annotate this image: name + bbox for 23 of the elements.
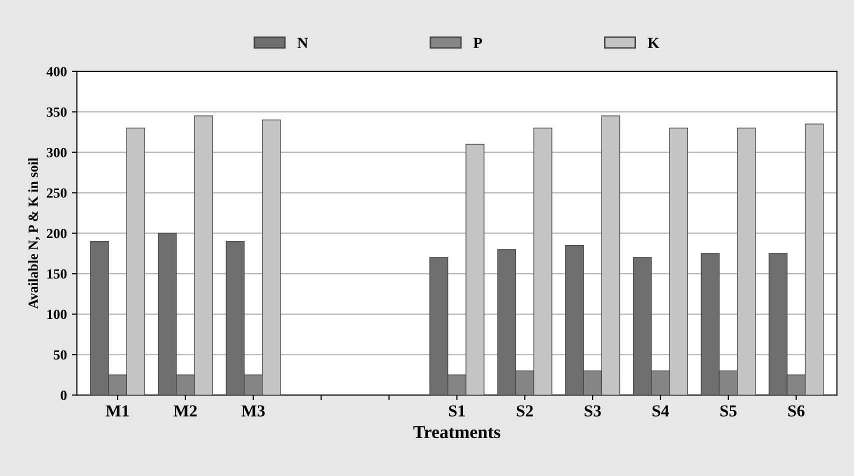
x-tick-label: M3	[242, 405, 265, 417]
y-tick-label: 150	[47, 269, 67, 279]
y-axis-title: Available N, P & K in soil	[28, 158, 40, 309]
x-tick-label: S6	[788, 405, 805, 417]
x-tick-label: M1	[106, 405, 129, 416]
y-tick-label: 350	[46, 107, 67, 117]
x-tick-label: S1	[448, 405, 465, 417]
x-tick-label: M2	[174, 405, 197, 416]
y-tick-label: 250	[46, 188, 67, 198]
y-tick-label: 50	[54, 350, 67, 360]
y-tick-label: 300	[46, 148, 67, 158]
x-tick-label: S5	[720, 405, 737, 417]
y-tick-label: 200	[46, 228, 67, 238]
y-tick-label: 100	[47, 310, 67, 320]
y-tick-label: 0	[60, 390, 67, 400]
legend-label: K	[648, 38, 660, 48]
x-axis-title: Treatments	[413, 426, 500, 438]
x-tick-label: S2	[516, 405, 533, 417]
x-tick-label: S4	[652, 405, 669, 417]
legend-label: N	[297, 38, 308, 48]
x-tick-label: S3	[584, 405, 601, 417]
y-tick-label: 400	[46, 66, 67, 76]
legend-label: P	[473, 38, 482, 48]
